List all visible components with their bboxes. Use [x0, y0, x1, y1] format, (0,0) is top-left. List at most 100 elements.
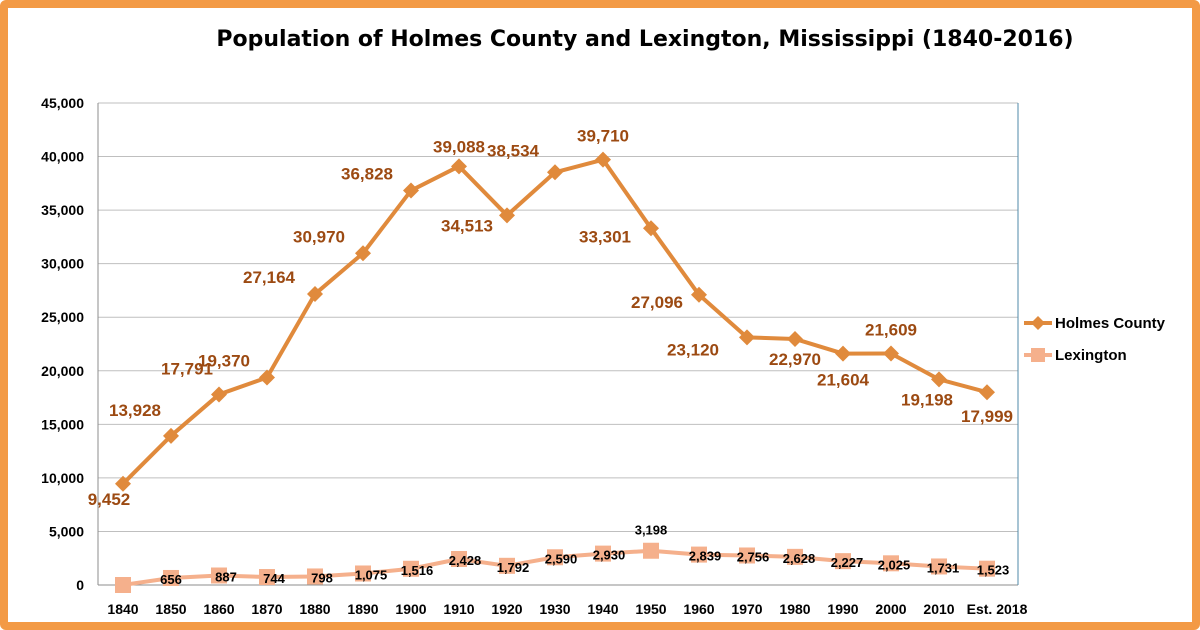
holmes-county-data-label: 27,096 [631, 293, 683, 312]
holmes-county-data-label: 9,452 [88, 490, 131, 509]
lexington-point [835, 553, 851, 570]
x-tick-label: 1950 [635, 601, 666, 617]
lexington-data-label: 2,227 [831, 555, 864, 570]
holmes-county-point [787, 330, 803, 347]
holmes-county-data-label: 30,970 [293, 227, 345, 246]
y-tick-label: 30,000 [41, 256, 84, 272]
lexington-data-label: 2,025 [878, 557, 911, 572]
holmes-county-data-label: 19,370 [198, 352, 250, 371]
gridlines [98, 102, 1018, 532]
lexington-point [787, 548, 803, 565]
holmes-county-data-label: 27,164 [243, 268, 296, 287]
x-tick-label: 1870 [251, 601, 282, 617]
x-tick-label: 1840 [107, 601, 138, 617]
y-tick-label: 20,000 [41, 363, 84, 379]
lexington-data-label: 2,839 [689, 549, 722, 564]
axes [97, 103, 1019, 586]
lexington-point [115, 577, 131, 593]
holmes-county-data-label: 21,609 [865, 321, 917, 340]
x-tick-label: 2010 [923, 601, 954, 617]
lexington-point [979, 560, 995, 577]
holmes-county-data-label: 38,534 [487, 141, 540, 160]
holmes-county-point [355, 245, 371, 262]
holmes-county-data-label: 17,999 [961, 407, 1013, 426]
holmes-county-point [163, 427, 179, 444]
lexington-point [211, 567, 227, 584]
holmes-county-point [547, 164, 563, 181]
holmes-county-point [931, 371, 947, 388]
legend-lexington-marker [1031, 348, 1045, 362]
holmes-county-data-label: 39,088 [433, 137, 485, 156]
lexington-point [499, 557, 515, 574]
y-axis-ticks: 0 5,000 10,000 15,000 20,000 25,000 30,000 35,0… [41, 95, 84, 593]
lexington-data-label: 3,198 [635, 523, 668, 538]
lexington-point [739, 547, 755, 564]
lexington-point [259, 569, 275, 586]
holmes-county-data-label: 36,828 [341, 165, 393, 184]
holmes-county-data-label: 21,604 [817, 371, 870, 390]
lexington-point [595, 545, 611, 562]
lexington-point [547, 549, 563, 566]
lexington-point [355, 565, 371, 582]
holmes-county-point [979, 384, 995, 401]
legend: Holmes County Lexington [1024, 315, 1166, 364]
y-tick-label: 5,000 [49, 523, 84, 539]
holmes-county-data-label: 13,928 [109, 401, 161, 420]
lexington-data-label: 887 [215, 569, 237, 584]
legend-holmes-county-marker [1031, 316, 1045, 330]
lexington-data-label: 2,590 [545, 551, 578, 566]
holmes-county-point [403, 182, 419, 199]
holmes-county-point [643, 220, 659, 237]
legend-holmes-county-label: Holmes County [1055, 315, 1166, 332]
x-tick-label: 1900 [395, 601, 426, 617]
x-tick-label: 1860 [203, 601, 234, 617]
x-tick-label: 1980 [779, 601, 810, 617]
lexington-point [403, 560, 419, 577]
plot-area [98, 103, 1018, 585]
x-tick-label: 1920 [491, 601, 522, 617]
lexington-point [451, 550, 467, 567]
lexington-point [883, 555, 899, 572]
holmes-county-point [115, 475, 131, 492]
lexington-point [643, 542, 659, 559]
holmes-county-data-label: 19,198 [901, 390, 953, 409]
lexington-data-label: 798 [311, 570, 333, 585]
lexington-data-label: 1,516 [401, 563, 434, 578]
series-group [115, 151, 995, 593]
x-tick-label: 1930 [539, 601, 570, 617]
holmes-county-point [451, 158, 467, 175]
x-tick-label: 1970 [731, 601, 762, 617]
y-tick-label: 10,000 [41, 470, 84, 486]
y-tick-label: 15,000 [41, 416, 84, 432]
lexington-point [691, 546, 707, 563]
lexington-data-label: 2,428 [449, 553, 482, 568]
legend-lexington-label: Lexington [1055, 347, 1127, 364]
holmes-county-data-label: 34,513 [441, 216, 493, 235]
x-axis-ticks: 1840 1850 1860 1870 1880 1890 1900 1910 1920 1930… [107, 601, 1027, 617]
holmes-county-data-label: 33,301 [579, 227, 631, 246]
holmes-county-point [595, 151, 611, 168]
holmes-county-point [499, 207, 515, 224]
lexington-point [307, 568, 323, 585]
y-tick-label: 25,000 [41, 309, 84, 325]
lexington-data-label: 2,628 [783, 551, 816, 566]
lexington-data-label: 2,756 [737, 549, 770, 564]
y-tick-label: 35,000 [41, 202, 84, 218]
y-tick-label: 40,000 [41, 149, 84, 165]
lexington-data-label: 1,731 [927, 560, 960, 575]
holmes-county-data-label: 23,120 [667, 340, 719, 359]
lexington-data-label: 1,523 [977, 563, 1010, 578]
holmes-county-point [883, 345, 899, 362]
y-tick-label: 45,000 [41, 95, 84, 111]
lexington-point [163, 569, 179, 586]
holmes-county-point [307, 286, 323, 303]
holmes-county-point [835, 345, 851, 362]
x-tick-label: 1850 [155, 601, 186, 617]
x-tick-label: 1940 [587, 601, 618, 617]
holmes-county-point [211, 386, 227, 403]
y-tick-label: 0 [76, 577, 84, 593]
lexington-point [931, 558, 947, 575]
x-tick-label: 1990 [827, 601, 858, 617]
